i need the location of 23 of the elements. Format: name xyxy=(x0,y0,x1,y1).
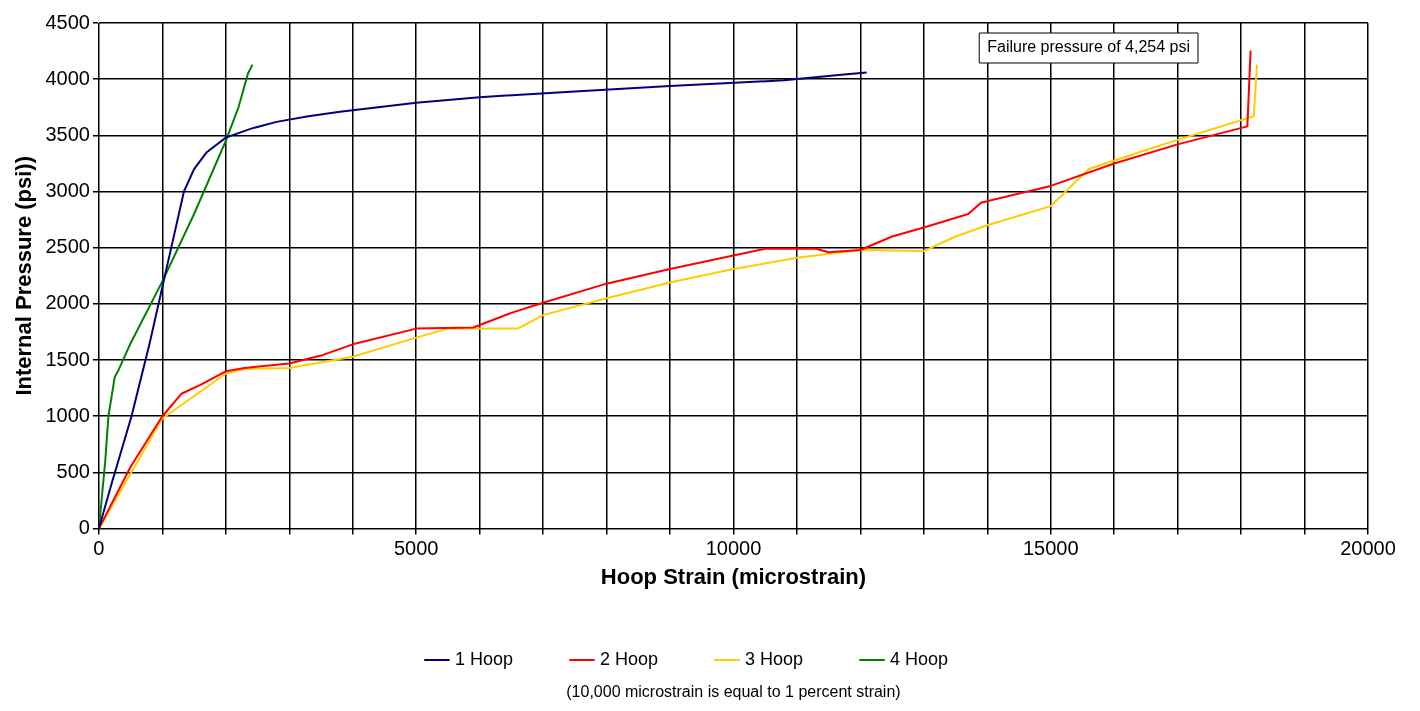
y-tick-label: 4000 xyxy=(45,66,90,89)
x-tick-label: 15000 xyxy=(1022,537,1079,560)
y-tick-label: 500 xyxy=(56,459,90,482)
x-tick-label: 10000 xyxy=(705,537,762,560)
legend-label: 3 Hoop xyxy=(745,648,804,669)
annotation: Failure pressure of 4,254 psi xyxy=(987,38,1191,56)
legend-label: 2 Hoop xyxy=(599,648,658,669)
y-tick-label: 2000 xyxy=(45,291,90,314)
y-axis-title: Internal Pressure (psi)) xyxy=(11,155,37,396)
y-tick-label: 0 xyxy=(78,516,90,539)
text: (10,000 microstrain is equal to 1 percent strain) xyxy=(566,683,901,701)
x-tick-label: 5000 xyxy=(393,537,439,560)
y-tick-label: 3000 xyxy=(45,179,90,202)
y-tick-label: 1000 xyxy=(45,403,90,426)
x-axis-title: Hoop Strain (microstrain) xyxy=(600,563,867,589)
legend-label: 1 Hoop xyxy=(454,648,513,669)
y-tick-label: 3500 xyxy=(45,122,90,145)
y-tick-label: 1500 xyxy=(45,347,90,370)
x-tick-label: 0 xyxy=(93,537,105,560)
x-tick-label: 20000 xyxy=(1340,537,1396,560)
y-tick-label: 2500 xyxy=(45,235,90,258)
legend-label: 4 Hoop xyxy=(890,648,949,669)
y-tick-label: 4500 xyxy=(45,10,90,33)
